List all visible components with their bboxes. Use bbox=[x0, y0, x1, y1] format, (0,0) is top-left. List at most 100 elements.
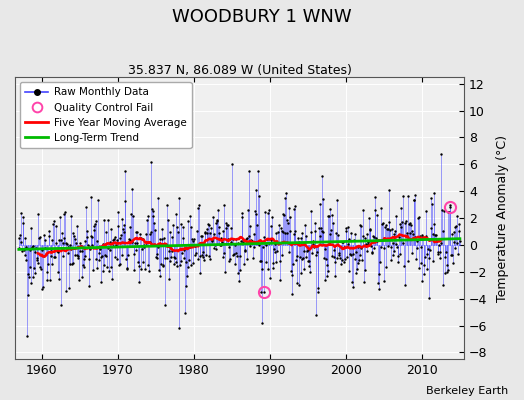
Point bbox=[424, 246, 432, 253]
Point bbox=[196, 233, 205, 239]
Point bbox=[233, 253, 242, 259]
Point bbox=[160, 255, 169, 261]
Point bbox=[151, 253, 160, 260]
Point bbox=[274, 240, 282, 246]
Text: Berkeley Earth: Berkeley Earth bbox=[426, 386, 508, 396]
Point bbox=[348, 279, 356, 286]
Point bbox=[102, 229, 111, 236]
Point bbox=[310, 228, 319, 234]
Point bbox=[117, 216, 126, 222]
Point bbox=[384, 242, 392, 249]
Point bbox=[261, 208, 269, 215]
Point bbox=[269, 260, 278, 266]
Point bbox=[66, 261, 74, 267]
Point bbox=[94, 197, 102, 203]
Point bbox=[412, 245, 421, 252]
Point bbox=[108, 242, 117, 249]
Point bbox=[165, 248, 173, 255]
Point bbox=[400, 281, 409, 288]
Point bbox=[372, 206, 380, 213]
Point bbox=[86, 194, 95, 200]
Point bbox=[364, 239, 372, 246]
Point bbox=[299, 255, 307, 261]
Point bbox=[73, 252, 81, 258]
Point bbox=[235, 278, 243, 284]
Point bbox=[64, 244, 72, 250]
Point bbox=[398, 219, 406, 225]
Point bbox=[79, 256, 88, 262]
Point bbox=[184, 257, 193, 264]
Point bbox=[379, 278, 388, 284]
Point bbox=[304, 247, 312, 253]
Point bbox=[390, 230, 399, 237]
Point bbox=[296, 254, 304, 260]
Point bbox=[288, 291, 297, 297]
Point bbox=[135, 278, 143, 285]
Point bbox=[175, 325, 183, 332]
Point bbox=[309, 241, 318, 247]
Point bbox=[85, 256, 93, 262]
Point bbox=[389, 240, 397, 246]
Point bbox=[140, 242, 149, 248]
Point bbox=[277, 228, 286, 234]
Point bbox=[437, 150, 445, 157]
Point bbox=[141, 242, 150, 248]
Point bbox=[454, 228, 463, 234]
Point bbox=[42, 251, 50, 257]
Point bbox=[346, 230, 355, 237]
Point bbox=[15, 245, 24, 251]
Point bbox=[206, 230, 215, 236]
Point bbox=[262, 259, 270, 265]
Point bbox=[396, 221, 404, 227]
Point bbox=[225, 244, 234, 250]
Point bbox=[330, 254, 338, 260]
Point bbox=[181, 310, 189, 316]
Point bbox=[95, 257, 104, 263]
Point bbox=[312, 312, 320, 318]
Point bbox=[25, 247, 34, 253]
Point bbox=[423, 266, 431, 273]
Point bbox=[146, 231, 155, 237]
Point bbox=[212, 220, 221, 226]
Point bbox=[357, 245, 365, 251]
Point bbox=[306, 269, 314, 276]
Point bbox=[294, 239, 303, 245]
Point bbox=[337, 244, 345, 250]
Point bbox=[21, 251, 29, 258]
Point bbox=[280, 212, 288, 218]
Point bbox=[436, 240, 445, 246]
Point bbox=[349, 251, 357, 257]
Point bbox=[392, 240, 400, 247]
Point bbox=[242, 236, 250, 242]
Point bbox=[327, 227, 335, 234]
Point bbox=[160, 234, 168, 241]
Point bbox=[26, 264, 35, 270]
Point bbox=[36, 264, 44, 270]
Point bbox=[144, 213, 152, 220]
Point bbox=[150, 220, 158, 226]
Point bbox=[248, 238, 257, 244]
Point bbox=[410, 197, 418, 204]
Point bbox=[129, 213, 137, 219]
Point bbox=[147, 159, 156, 166]
Point bbox=[76, 240, 84, 246]
Point bbox=[405, 221, 413, 228]
Point bbox=[423, 250, 432, 257]
Point bbox=[55, 237, 63, 244]
Point bbox=[108, 276, 116, 283]
Point bbox=[370, 194, 379, 200]
Point bbox=[158, 236, 167, 242]
Point bbox=[305, 257, 314, 264]
Point bbox=[116, 260, 125, 267]
Point bbox=[60, 235, 69, 241]
Point bbox=[324, 213, 333, 219]
Point bbox=[144, 262, 152, 268]
Point bbox=[397, 205, 406, 212]
Point bbox=[34, 211, 42, 218]
Point bbox=[156, 235, 164, 242]
Point bbox=[309, 238, 317, 244]
Point bbox=[48, 261, 56, 267]
Point bbox=[328, 253, 336, 259]
Point bbox=[336, 254, 344, 261]
Point bbox=[443, 262, 451, 268]
